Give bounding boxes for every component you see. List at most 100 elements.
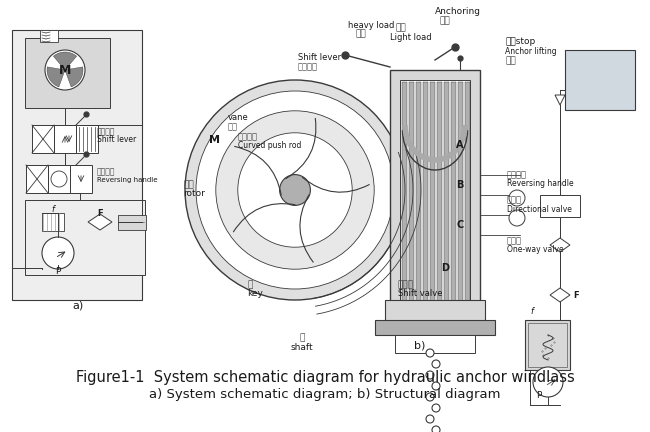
Bar xyxy=(54,125,76,153)
Circle shape xyxy=(432,404,440,412)
Text: 换挡阀: 换挡阀 xyxy=(398,280,414,289)
Text: Curved push rod: Curved push rod xyxy=(238,142,302,150)
Circle shape xyxy=(509,190,525,206)
Polygon shape xyxy=(555,95,565,105)
Text: 换挡手柄: 换挡手柄 xyxy=(298,63,318,72)
Bar xyxy=(465,82,470,308)
Text: 转子: 转子 xyxy=(183,181,194,190)
Text: 轻载: 轻载 xyxy=(395,23,406,32)
Bar xyxy=(451,82,456,308)
Text: Shift lever: Shift lever xyxy=(298,54,341,63)
Text: P: P xyxy=(536,391,541,400)
Text: 键: 键 xyxy=(247,280,252,289)
Text: Anchor lifting: Anchor lifting xyxy=(505,48,556,57)
Text: shaft: shaft xyxy=(291,343,313,353)
Bar xyxy=(458,82,463,308)
Circle shape xyxy=(426,371,434,379)
Circle shape xyxy=(185,80,405,300)
Circle shape xyxy=(238,133,352,247)
Text: Anchoring: Anchoring xyxy=(435,7,481,16)
Circle shape xyxy=(196,91,394,289)
Text: D: D xyxy=(441,263,449,273)
Bar xyxy=(40,30,58,42)
Bar xyxy=(390,70,480,320)
Bar xyxy=(437,82,442,308)
Text: a): a) xyxy=(72,300,84,310)
Text: 换向阀: 换向阀 xyxy=(507,196,522,204)
Bar xyxy=(395,335,475,353)
Circle shape xyxy=(45,50,85,90)
Bar xyxy=(400,80,470,310)
Circle shape xyxy=(533,367,563,397)
Text: Shift valve: Shift valve xyxy=(398,289,443,299)
Text: C: C xyxy=(456,220,463,230)
Circle shape xyxy=(432,426,440,432)
Bar xyxy=(375,320,495,335)
Text: 抛锚: 抛锚 xyxy=(440,16,450,25)
Bar xyxy=(525,320,570,370)
Text: Reversing handle: Reversing handle xyxy=(507,180,573,188)
Circle shape xyxy=(216,111,374,269)
Bar xyxy=(565,50,635,110)
Text: F: F xyxy=(573,290,578,299)
Text: heavy load: heavy load xyxy=(348,20,395,29)
Bar xyxy=(430,82,435,308)
Wedge shape xyxy=(47,67,65,87)
Bar xyxy=(423,82,428,308)
Text: P: P xyxy=(55,267,60,276)
Bar xyxy=(32,125,54,153)
Text: Figure1-1  System schematic diagram for hydraulic anchor windlass: Figure1-1 System schematic diagram for h… xyxy=(75,370,575,385)
Circle shape xyxy=(42,237,74,269)
Circle shape xyxy=(426,349,434,357)
Bar xyxy=(76,125,98,153)
Text: Directional valve: Directional valve xyxy=(507,204,572,213)
Bar xyxy=(444,82,449,308)
Polygon shape xyxy=(550,238,570,252)
Text: Light load: Light load xyxy=(390,32,432,41)
Circle shape xyxy=(426,393,434,401)
Text: F: F xyxy=(98,209,103,217)
Text: vane: vane xyxy=(228,114,249,123)
Circle shape xyxy=(426,415,434,423)
Text: a) System schematic diagram; b) Structural diagram: a) System schematic diagram; b) Structur… xyxy=(150,388,500,401)
Bar xyxy=(25,38,110,108)
Text: 弧形推杆: 弧形推杆 xyxy=(238,133,258,142)
Bar xyxy=(409,82,414,308)
Polygon shape xyxy=(88,214,112,230)
Bar xyxy=(118,215,146,230)
Text: 叶片: 叶片 xyxy=(228,123,238,131)
Text: rotor: rotor xyxy=(183,190,205,198)
Bar xyxy=(416,82,421,308)
Text: B: B xyxy=(456,180,463,190)
Bar xyxy=(42,213,64,231)
Bar xyxy=(12,30,142,300)
Text: 轴: 轴 xyxy=(299,334,305,343)
Text: M: M xyxy=(209,135,220,145)
Text: One-way valve: One-way valve xyxy=(507,245,564,254)
Text: 停止stop: 停止stop xyxy=(505,38,535,47)
Circle shape xyxy=(432,382,440,390)
Text: 重载: 重载 xyxy=(355,29,366,38)
Text: 换向手柄: 换向手柄 xyxy=(507,171,527,180)
Text: f: f xyxy=(530,308,533,317)
Polygon shape xyxy=(550,288,570,302)
Bar xyxy=(25,200,145,275)
Bar xyxy=(540,195,580,217)
Bar xyxy=(528,323,567,367)
Bar xyxy=(48,165,70,193)
Bar xyxy=(70,165,92,193)
Wedge shape xyxy=(53,52,77,70)
Circle shape xyxy=(280,175,311,205)
Text: f: f xyxy=(51,206,55,215)
Bar xyxy=(385,300,485,325)
Text: M: M xyxy=(58,64,72,76)
Text: 起锚: 起锚 xyxy=(505,57,515,66)
Text: Reversing handle: Reversing handle xyxy=(97,177,157,183)
Bar xyxy=(26,165,48,193)
Text: 换挡手柄: 换挡手柄 xyxy=(97,127,116,137)
Wedge shape xyxy=(65,67,83,87)
Circle shape xyxy=(509,210,525,226)
Circle shape xyxy=(432,360,440,368)
Text: key: key xyxy=(247,289,263,299)
Text: b): b) xyxy=(414,340,426,350)
